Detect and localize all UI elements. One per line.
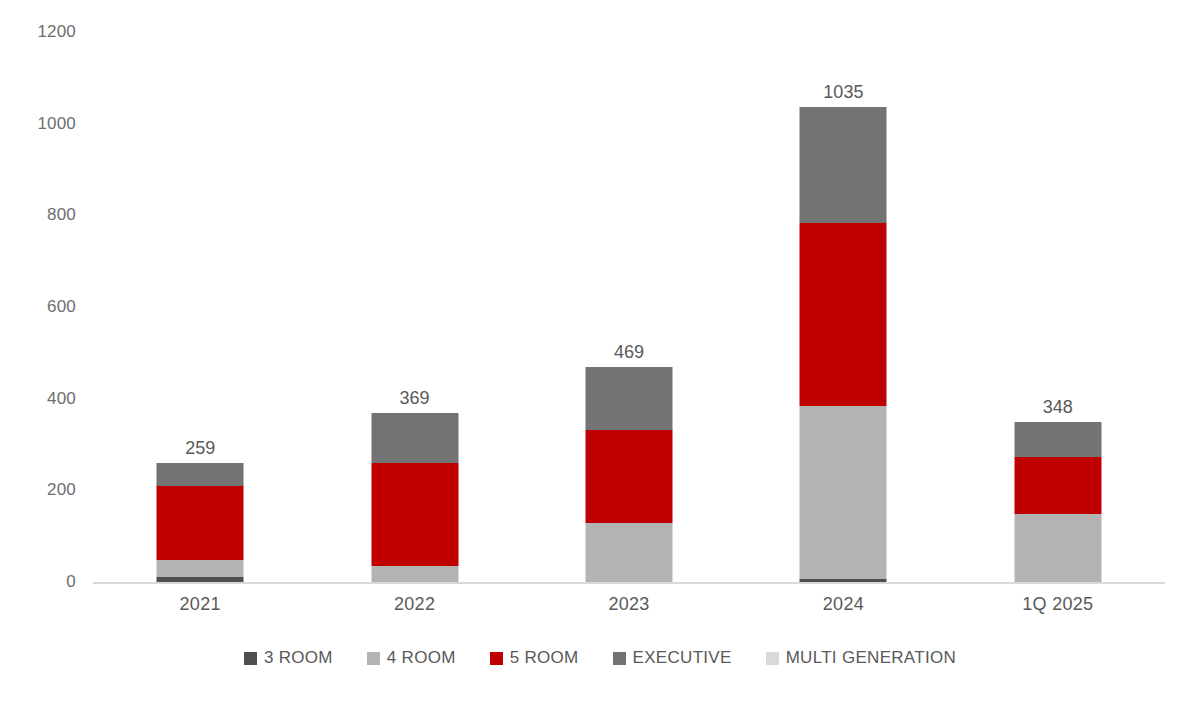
- legend-swatch-icon: [490, 652, 503, 665]
- bar-total-label: 469: [522, 342, 736, 363]
- bar-column: 1035: [736, 0, 950, 582]
- legend-label: 4 ROOM: [387, 648, 456, 668]
- bar-segment-executive: [371, 413, 458, 463]
- stacked-bar: [800, 107, 887, 582]
- bar-segment-executive: [1014, 422, 1101, 457]
- legend-swatch-icon: [244, 652, 257, 665]
- bar-segment-4-room: [800, 406, 887, 579]
- stacked-bar: [585, 367, 672, 582]
- bar-segment-5-room: [371, 463, 458, 566]
- legend-label: EXECUTIVE: [633, 648, 732, 668]
- legend-label: 5 ROOM: [510, 648, 579, 668]
- bar-segment-executive: [157, 463, 244, 485]
- bar-segment-4-room: [371, 566, 458, 583]
- legend-swatch-icon: [367, 652, 380, 665]
- x-axis-category-label: 2024: [763, 594, 923, 615]
- bar-total-label: 259: [93, 438, 307, 459]
- legend-item-multi-generation: MULTI GENERATION: [766, 648, 956, 668]
- bar-segment-4-room: [1014, 514, 1101, 582]
- legend-label: 3 ROOM: [264, 648, 333, 668]
- legend-item-3-room: 3 ROOM: [244, 648, 333, 668]
- legend-swatch-icon: [766, 652, 779, 665]
- bar-total-label: 1035: [736, 82, 950, 103]
- bar-total-label: 369: [307, 388, 521, 409]
- bar-segment-5-room: [585, 430, 672, 523]
- y-axis-tick-label: 800: [6, 205, 76, 225]
- y-axis-tick-label: 400: [6, 389, 76, 409]
- legend-item-5-room: 5 ROOM: [490, 648, 579, 668]
- bar-segment-4-room: [157, 560, 244, 577]
- bar-segment-3-room: [157, 577, 244, 582]
- x-axis-category-label: 2021: [120, 594, 280, 615]
- legend: 3 ROOM 4 ROOM 5 ROOM EXECUTIVE MULTI GENERAT…: [0, 648, 1200, 668]
- bar-segment-3-room: [800, 579, 887, 582]
- x-axis-category-label: 2022: [335, 594, 495, 615]
- legend-swatch-icon: [613, 652, 626, 665]
- x-axis-category-label: 2023: [549, 594, 709, 615]
- stacked-bar-chart: 0 200 400 600 800 1000 1200 259 369 469 1035 348 2…: [0, 0, 1200, 707]
- y-axis-tick-label: 200: [6, 480, 76, 500]
- legend-item-executive: EXECUTIVE: [613, 648, 732, 668]
- legend-label: MULTI GENERATION: [786, 648, 956, 668]
- x-axis-category-label: 1Q 2025: [978, 594, 1138, 615]
- stacked-bar: [157, 463, 244, 582]
- bar-column: 348: [951, 0, 1165, 582]
- bar-column: 469: [522, 0, 736, 582]
- stacked-bar: [371, 413, 458, 582]
- stacked-bar: [1014, 422, 1101, 582]
- bar-column: 259: [93, 0, 307, 582]
- bar-segment-executive: [585, 367, 672, 430]
- bar-segment-executive: [800, 107, 887, 223]
- bar-segment-5-room: [1014, 457, 1101, 514]
- y-axis-tick-label: 1000: [6, 114, 76, 134]
- bar-segment-5-room: [800, 223, 887, 405]
- y-axis-tick-label: 600: [6, 297, 76, 317]
- y-axis-tick-label: 0: [6, 572, 76, 592]
- bar-column: 369: [307, 0, 521, 582]
- legend-item-4-room: 4 ROOM: [367, 648, 456, 668]
- bar-total-label: 348: [951, 397, 1165, 418]
- x-axis-line: [93, 582, 1165, 584]
- bar-segment-4-room: [585, 523, 672, 582]
- y-axis-tick-label: 1200: [6, 22, 76, 42]
- bar-segment-5-room: [157, 486, 244, 560]
